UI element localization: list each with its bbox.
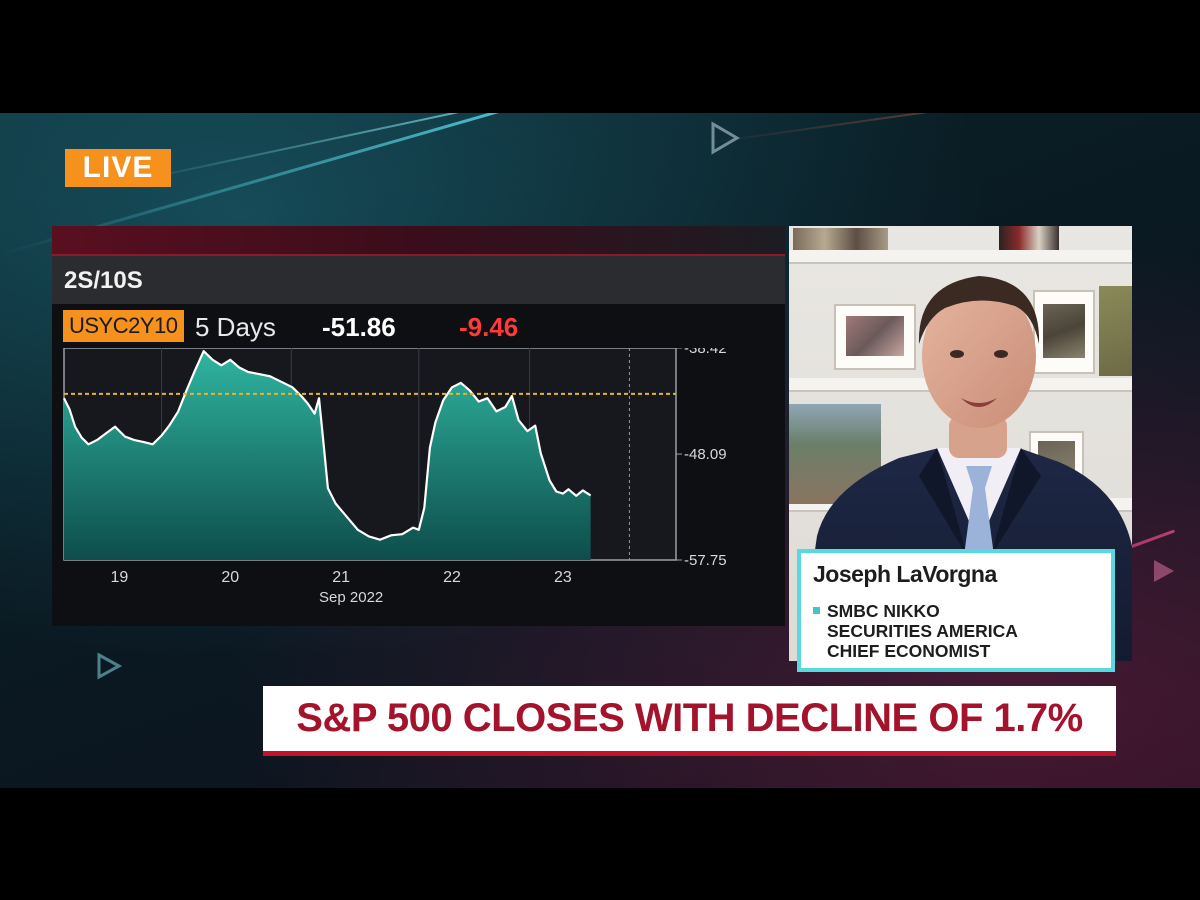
picture-frame (1033, 290, 1095, 374)
broadcast-frame: LIVE 2S/10S USYC2Y10 5 Days -51.86 -9.46… (0, 113, 1200, 788)
y-tick-label: -38.42 (684, 348, 727, 357)
bookshelf (789, 250, 1132, 264)
guest-name: Joseph LaVorgna (813, 561, 997, 587)
play-triangle-icon (97, 652, 123, 680)
y-tick-label: -57.75 (684, 552, 727, 569)
guest-name-card: Joseph LaVorgna SMBC NIKKO SECURITIES AM… (797, 549, 1115, 672)
play-triangle-icon (1154, 560, 1174, 582)
ticker-row: USYC2Y10 5 Days -51.86 -9.46 (52, 304, 785, 348)
guest-title: SMBC NIKKO SECURITIES AMERICA CHIEF ECON… (813, 601, 1018, 661)
x-tick-label: 19 (111, 569, 129, 586)
x-tick-label: 22 (443, 569, 461, 586)
y-tick-label: -48.09 (684, 446, 727, 463)
headline-bar: S&P 500 CLOSES WITH DECLINE OF 1.7% (263, 686, 1116, 756)
book-stack (793, 228, 888, 250)
series-line (63, 350, 592, 541)
ticker-last-value: -51.86 (322, 312, 396, 342)
book-stack (999, 226, 1059, 250)
picture-frame (1099, 286, 1132, 376)
live-badge: LIVE (65, 149, 171, 187)
chart-panel: 2S/10S USYC2Y10 5 Days -51.86 -9.46 -38.… (52, 226, 785, 626)
ticker-badge: USYC2Y10 (63, 310, 184, 342)
guest-title-line: SMBC NIKKO (827, 601, 940, 621)
ticker-period: 5 Days (195, 312, 276, 342)
picture-frame (834, 304, 916, 370)
chart-header: 2S/10S (52, 256, 785, 304)
x-tick-label: 20 (221, 569, 239, 586)
live-label: LIVE (82, 151, 154, 184)
ticker-change: -9.46 (459, 312, 519, 342)
background-streak (119, 113, 473, 185)
panel-accent-bar (52, 226, 785, 256)
guest-title-line: SECURITIES AMERICA (827, 621, 1018, 641)
guest-title-line: CHIEF ECONOMIST (827, 641, 991, 661)
title-bullet-icon (813, 607, 820, 614)
x-tick-label: 23 (554, 569, 572, 586)
x-axis-month-label: Sep 2022 (319, 589, 383, 606)
yield-curve-chart: -38.42 -48.09 -57.75 19 20 21 22 23 Sep 2022 (63, 348, 727, 606)
series-area (64, 351, 591, 560)
chart-title: 2S/10S (64, 267, 143, 294)
x-tick-label: 21 (332, 569, 350, 586)
headline-text: S&P 500 CLOSES WITH DECLINE OF 1.7% (296, 696, 1083, 740)
play-triangle-icon (711, 121, 740, 155)
